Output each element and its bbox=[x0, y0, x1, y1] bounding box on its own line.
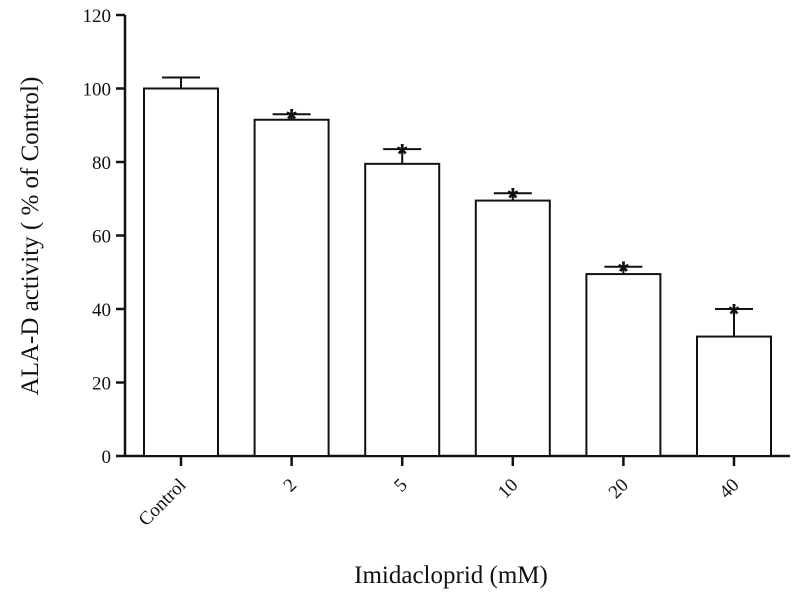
y-tick-label: 40 bbox=[92, 300, 111, 321]
y-tick-label: 60 bbox=[92, 227, 111, 248]
significance-star: * bbox=[397, 138, 408, 169]
y-tick-label: 20 bbox=[92, 374, 111, 395]
y-tick-label: 120 bbox=[83, 6, 112, 27]
x-tick-label: 40 bbox=[715, 475, 743, 503]
x-tick-label: 5 bbox=[390, 475, 412, 497]
y-axis-title: ALA-D activity ( % of Control) bbox=[17, 77, 44, 396]
bar bbox=[253, 118, 330, 458]
bar bbox=[696, 335, 772, 457]
x-tick-label: Control bbox=[135, 475, 191, 531]
y-tick-label: 80 bbox=[92, 153, 111, 174]
significance-star: * bbox=[507, 182, 518, 213]
bar bbox=[585, 273, 662, 457]
y-tick-label: 100 bbox=[83, 80, 112, 101]
y-tick-label: 0 bbox=[102, 447, 112, 468]
significance-star: * bbox=[729, 298, 740, 329]
x-axis-title: Imidacloprid (mM) bbox=[354, 562, 548, 589]
bar bbox=[364, 162, 441, 457]
x-tick-label: 20 bbox=[605, 475, 633, 503]
bar bbox=[474, 199, 551, 457]
x-tick-label: 2 bbox=[280, 475, 302, 497]
bars bbox=[143, 76, 772, 458]
significance-star: * bbox=[618, 256, 629, 287]
x-tick-label: 10 bbox=[494, 475, 522, 503]
bar bbox=[143, 87, 219, 457]
axes bbox=[116, 13, 790, 466]
significance-star: * bbox=[286, 103, 297, 134]
